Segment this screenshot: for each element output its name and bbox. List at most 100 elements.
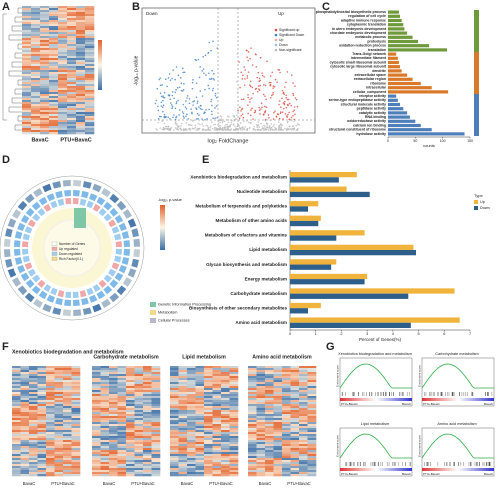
heat-cell [67,14,77,17]
heat-cell [76,42,86,45]
heat-cell [221,414,230,417]
heat-cell [71,410,81,413]
heat-cell [307,410,317,413]
bar [290,220,319,227]
heat-cell [63,380,72,383]
heat-cell [151,380,161,383]
heat-cell [40,10,50,13]
heat-cell [63,452,72,455]
heat-cell [178,454,188,457]
heat-cell [221,374,230,377]
heat-cell [143,406,152,409]
heat-cell [100,406,110,409]
label: Glycan biosynthesis and metabolism [206,262,287,267]
heat-cell [290,406,300,409]
heat-cell [229,404,239,407]
heat-cell [151,458,161,461]
heat-cell [46,404,55,407]
ring-segment [81,297,89,306]
heat-cell [151,460,161,463]
volcano-point [263,76,265,78]
volcano-point [273,124,275,126]
ring-segment [109,292,120,303]
heat-cell [117,428,127,431]
heat-cell [256,474,266,477]
heat-cell [117,458,127,461]
heat-cell [46,406,55,409]
heat-cell [31,114,41,117]
heat-cell [307,434,317,437]
heat-cell [67,70,77,73]
heat-cell [178,382,188,385]
heat-cell [63,416,72,419]
volcano-point [287,113,289,116]
volcano-point [195,96,198,99]
heat-cell [67,6,77,9]
heat-cell [109,446,118,449]
heat-cell [282,400,291,403]
heat-cell [151,472,161,475]
heat-cell [49,16,59,19]
label: regulation of cell cycle [348,14,386,18]
heat-cell [290,416,300,419]
heat-cell [290,426,300,429]
heat-cell [58,128,68,131]
heat-cell [195,382,205,385]
heat-cell [204,374,213,377]
volcano-point [290,104,293,107]
heat-cell [265,442,274,445]
heat-cell [109,418,118,421]
heat-cell [221,406,230,409]
volcano-point [197,117,199,120]
heat-cell [187,432,196,435]
bar [388,119,416,123]
heat-cell [126,438,135,441]
heat-cell [92,414,101,417]
volcano-point [177,99,179,102]
heat-cell [221,410,230,413]
heat-cell [229,434,239,437]
heat-cell [109,372,118,375]
ring-segment [108,219,117,228]
heat-cell [299,446,308,449]
heat-cell [134,374,144,377]
heat-cell [151,416,161,419]
heat-cell [46,460,55,463]
volcano-point [236,122,239,125]
heat-cell [307,474,317,477]
ring-segment [24,226,33,234]
volcano-point [185,122,188,124]
heat-cell [134,424,144,427]
volcano-point [214,117,216,119]
volcano-point [235,114,238,117]
volcano-point [264,84,267,87]
heat-cell [54,372,64,375]
heat-cell [256,366,266,369]
heat-cell [46,432,55,435]
heat-cell [63,458,72,461]
heat-cell [92,368,101,371]
heat-cell [204,464,213,467]
heat-cell [58,28,68,31]
heat-cell [221,390,230,393]
volcano-point [269,127,271,129]
heat-cell [29,456,38,459]
heat-cell [54,410,64,413]
heat-cell [58,98,68,101]
heat-cell [46,418,55,421]
heat-cell [85,22,95,25]
heat-cell [256,468,266,471]
heat-cell [307,426,317,429]
heat-cell [221,380,230,383]
heat-cell [85,80,95,83]
heat-cell [248,370,257,373]
heat-cell [256,458,266,461]
volcano-point [191,111,193,114]
heat-cell [76,90,86,93]
heat-cell [58,52,68,55]
heat-cell [221,464,230,467]
heat-cell [273,452,283,455]
volcano-point [215,128,218,131]
heat-cell [126,374,135,377]
heat-cell [12,448,21,451]
